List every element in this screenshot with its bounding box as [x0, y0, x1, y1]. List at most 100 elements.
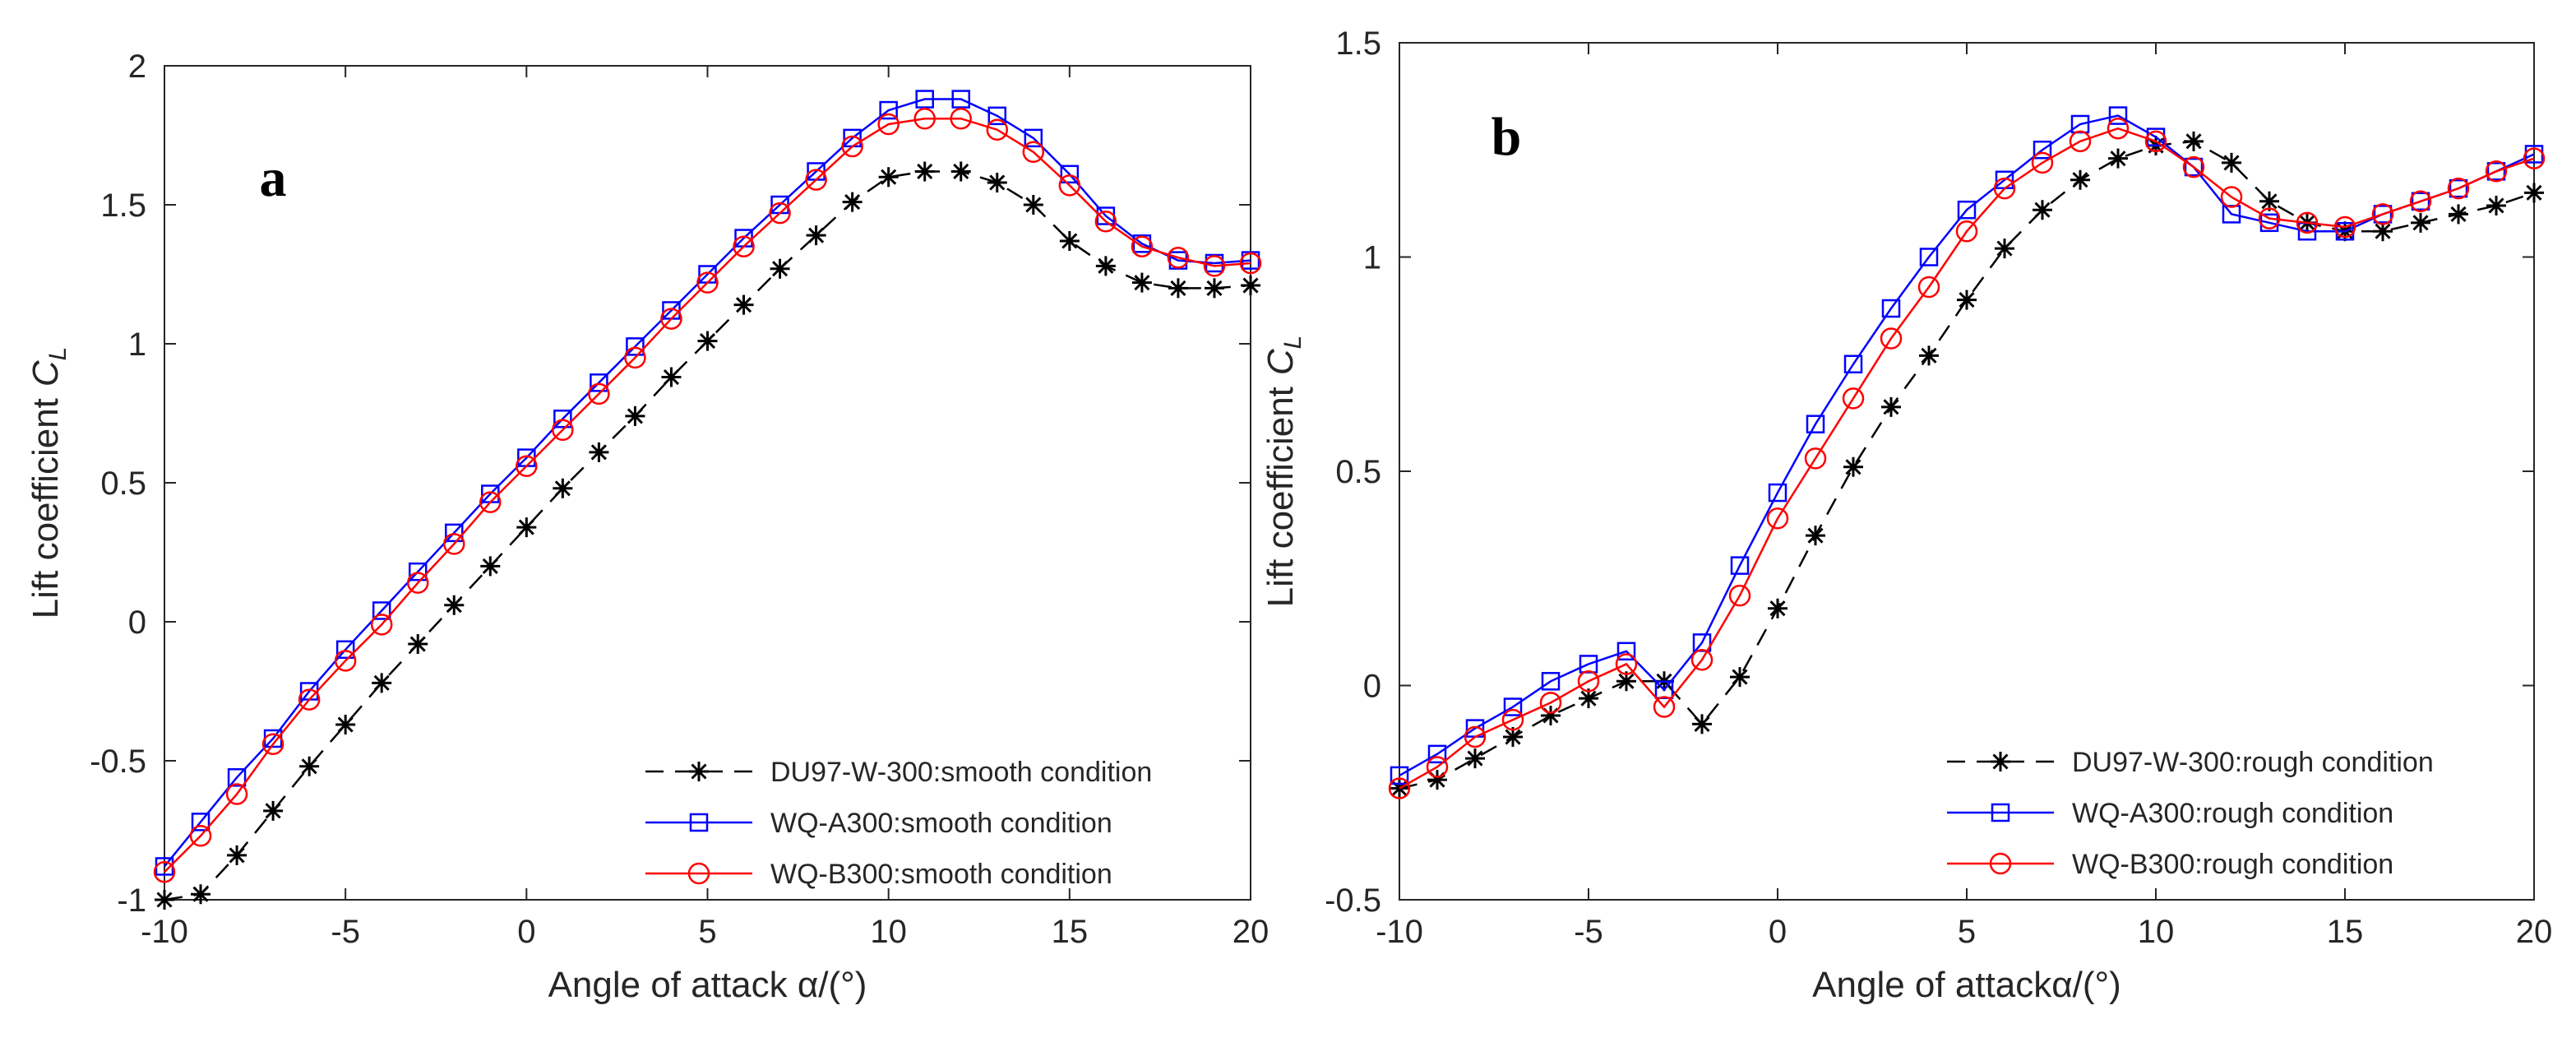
- y-tick-label: 0.5: [100, 466, 146, 502]
- legend-entry: WQ-B300:smooth condition: [770, 859, 1112, 890]
- data-point: [1539, 692, 1562, 714]
- x-tick-label: 0: [517, 914, 535, 950]
- data-point: [2449, 178, 2468, 198]
- data-point: [1427, 770, 1447, 790]
- series-line: [164, 98, 1251, 868]
- data-point: [191, 813, 210, 832]
- data-point: [1768, 483, 1787, 503]
- data-point: [769, 202, 791, 225]
- data-point: [443, 533, 465, 555]
- data-point: [2259, 191, 2279, 211]
- data-point: [2108, 148, 2128, 169]
- panel-letter: b: [1491, 107, 1522, 167]
- data-point: [1131, 235, 1154, 257]
- data-point: [1615, 653, 1638, 675]
- y-tick-label: 1: [128, 327, 146, 363]
- data-point: [950, 107, 972, 130]
- data-point: [2524, 183, 2544, 203]
- data-point: [2371, 203, 2394, 225]
- series-WQ-B300: [153, 107, 1262, 883]
- y-tick-label: 2: [128, 49, 146, 85]
- data-point: [1390, 766, 1409, 785]
- legend-entry: WQ-B300:rough condition: [2072, 849, 2393, 880]
- data-point: [841, 135, 863, 158]
- data-point: [626, 337, 645, 356]
- x-tick-label: 5: [1958, 914, 1976, 950]
- data-point: [842, 192, 863, 212]
- x-tick-label: 15: [1052, 914, 1089, 950]
- x-tick-label: 10: [2138, 914, 2175, 950]
- y-axis-label-text: Lift coefficient: [25, 398, 66, 618]
- legend-entry: WQ-A300:rough condition: [2072, 798, 2393, 829]
- data-point: [1957, 200, 1977, 220]
- data-point: [915, 90, 934, 109]
- y-axis-label: Lift coefficient CL: [25, 347, 72, 619]
- y-tick-label: -0.5: [1325, 883, 1381, 919]
- data-point: [1388, 777, 1411, 799]
- data-point: [951, 90, 970, 109]
- data-point: [2108, 106, 2128, 125]
- data-point: [2411, 192, 2430, 211]
- data-point: [1503, 727, 1523, 748]
- x-tick-label: 20: [1233, 914, 1270, 950]
- data-point: [1995, 239, 2014, 259]
- data-point: [2182, 155, 2205, 178]
- x-tick-label: 20: [2516, 914, 2553, 950]
- x-axis-label: Angle of attack α/(°): [548, 965, 867, 1005]
- data-point: [2296, 211, 2319, 234]
- data-point: [878, 167, 899, 188]
- data-point: [2411, 212, 2430, 233]
- data-point: [1730, 667, 1750, 688]
- data-point: [1058, 174, 1081, 197]
- data-point: [1843, 354, 1863, 373]
- x-tick-label: 0: [1769, 914, 1787, 950]
- data-point: [1022, 141, 1045, 164]
- data-point: [298, 688, 321, 711]
- data-point: [227, 845, 247, 865]
- data-point: [1503, 697, 1523, 716]
- y-axis-label-symbol: C: [25, 359, 66, 387]
- panel-a-chart: -10 -5 0 5 10 15 20 -1 -0.5 0 0.5 1 1.5 2 Angle of att…: [25, 49, 1269, 1005]
- data-point: [372, 601, 391, 620]
- data-point: [2069, 130, 2092, 153]
- data-point: [334, 650, 357, 672]
- series-line: [1399, 127, 2535, 790]
- data-point: [2523, 147, 2546, 169]
- x-tick-label: -10: [1376, 914, 1423, 950]
- data-point: [1167, 246, 1190, 269]
- x-tick-label: -5: [1574, 914, 1603, 950]
- data-point: [1095, 256, 1116, 276]
- data-point: [2409, 190, 2432, 213]
- data-point: [1239, 252, 1262, 275]
- data-point: [696, 271, 719, 294]
- data-point: [2184, 157, 2204, 177]
- y-tick-label: 0: [128, 605, 146, 641]
- y-tick-label: 0: [1363, 669, 1381, 705]
- legend: DU97-W-300:rough condition WQ-A300:rough …: [1947, 747, 2434, 880]
- data-point: [1023, 195, 1043, 215]
- y-tick-label: 1.5: [100, 188, 146, 224]
- x-tick-label: 15: [2327, 914, 2364, 950]
- data-point: [444, 595, 465, 615]
- data-point: [1806, 526, 1825, 546]
- data-point: [2033, 141, 2052, 160]
- data-point: [987, 172, 1007, 192]
- data-point: [335, 715, 356, 735]
- data-point: [1501, 708, 1524, 731]
- data-point: [1024, 128, 1043, 148]
- data-point: [877, 113, 900, 136]
- data-point: [2070, 169, 2090, 190]
- data-point: [1541, 672, 1561, 691]
- data-point: [2486, 195, 2506, 215]
- data-point: [733, 235, 755, 257]
- data-point: [2486, 162, 2506, 181]
- series-line: [164, 117, 1251, 873]
- x-tick-label: 10: [870, 914, 907, 950]
- data-point: [1917, 276, 1940, 299]
- data-point: [2220, 186, 2243, 208]
- series-line: [1399, 114, 2535, 776]
- data-point: [2258, 207, 2281, 229]
- data-point: [879, 100, 898, 120]
- series-line: [164, 170, 1251, 901]
- legend-marker: [689, 813, 709, 832]
